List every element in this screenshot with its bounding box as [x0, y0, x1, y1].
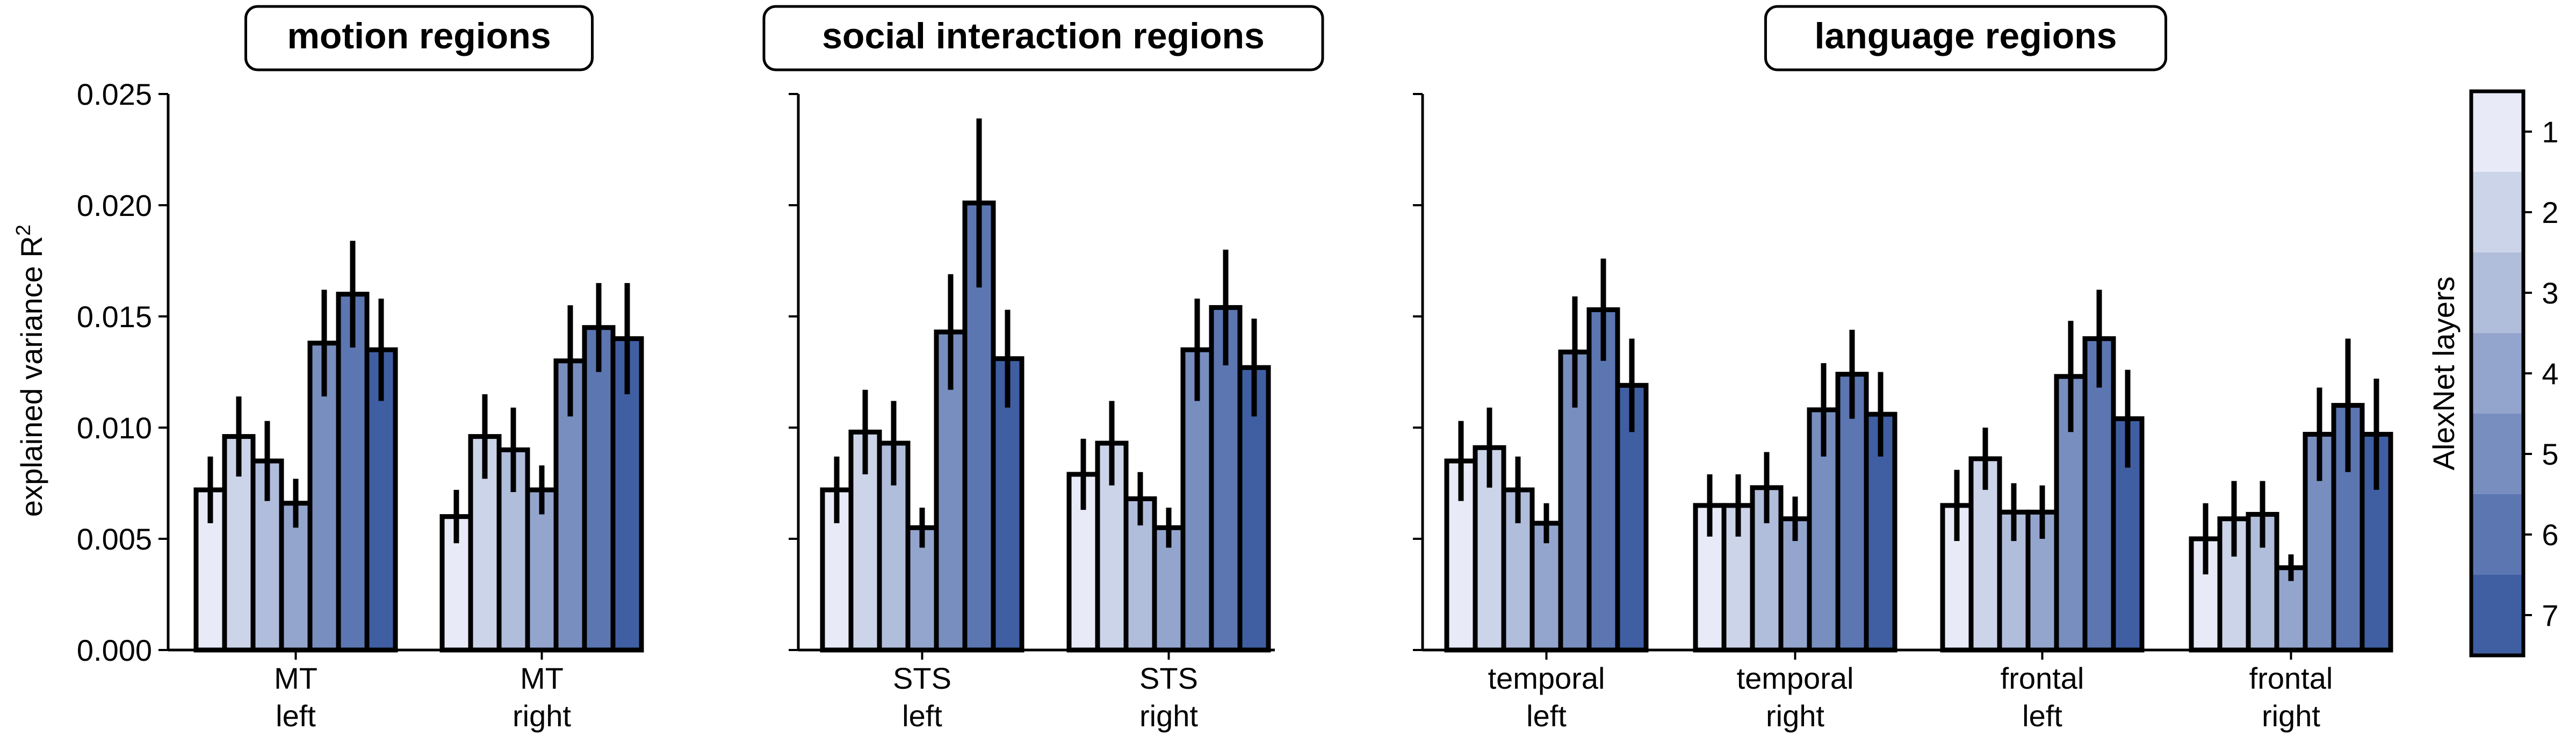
colorbar-tick-label: 1	[2542, 115, 2558, 149]
panel-title: language regions	[1764, 5, 2167, 71]
panel-title: motion regions	[244, 5, 594, 71]
bar	[582, 325, 616, 653]
x-tick-label: MT right	[513, 661, 571, 733]
title-box	[762, 5, 1324, 71]
colorbar-tick-label: 5	[2542, 437, 2558, 471]
bar	[2111, 416, 2145, 653]
colorbar-tick-label: 7	[2542, 598, 2558, 632]
x-tick-label: frontal right	[2249, 661, 2333, 733]
panel-2: social interaction regions STS left STS righ…	[762, 5, 1324, 733]
colorbar-segment	[2471, 252, 2523, 334]
title-box	[244, 5, 594, 71]
colorbar-tick-label: 2	[2542, 196, 2558, 229]
y-tick-label: 0.000	[77, 633, 152, 667]
colorbar: 1 2 3 4 5 6 7 AlexNet layers	[2427, 89, 2559, 658]
colorbar-tick-label: 4	[2542, 357, 2558, 391]
x-tick-label: temporal left	[1488, 661, 1605, 733]
colorbar-segment	[2471, 414, 2523, 495]
bar	[2054, 374, 2088, 653]
colorbar-tick-label: 6	[2542, 518, 2558, 552]
colorbar-segment	[2471, 575, 2523, 656]
y-tick-label: 0.020	[77, 189, 152, 222]
y-tick-label: 0.025	[77, 77, 152, 111]
colorbar-segment	[2471, 333, 2523, 414]
panel-3: language regions temporal left temporal righ…	[1413, 5, 2393, 733]
colorbar-segment	[2471, 91, 2523, 172]
panel-title: social interaction regions	[762, 5, 1324, 71]
y-axis-label: explained variance R2	[12, 225, 48, 517]
colorbar-tick-label: 3	[2542, 276, 2558, 310]
x-tick-label: temporal right	[1737, 661, 1854, 733]
title-box	[1764, 5, 2167, 71]
colorbar-segment	[2471, 172, 2523, 253]
y-tick-label: 0.005	[77, 522, 152, 556]
colorbar-segment	[2471, 494, 2523, 575]
x-tick-label: MT left	[274, 661, 318, 733]
panel-title-text: language regions	[1815, 16, 2117, 56]
x-tick-label: frontal left	[2001, 661, 2084, 733]
x-tick-label: STS right	[1139, 661, 1198, 733]
x-tick-label: STS left	[893, 661, 951, 733]
panel-title-text: social interaction regions	[822, 16, 1265, 56]
y-tick-label: 0.010	[77, 411, 152, 445]
panel-title-text: motion regions	[287, 16, 551, 56]
y-tick-label: 0.015	[77, 300, 152, 334]
colorbar-label: AlexNet layers	[2427, 276, 2460, 470]
panel-1: motion regions 0.000 0.005 0.010 0.015 0.020 0…	[77, 5, 644, 733]
